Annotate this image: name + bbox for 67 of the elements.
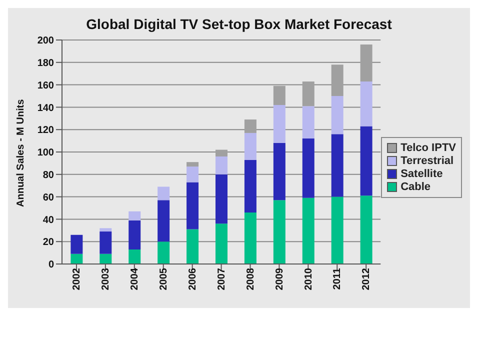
bar	[215, 174, 228, 224]
bar	[273, 86, 286, 105]
y-axis-title: Annual Sales - M Units	[16, 98, 27, 207]
bar	[100, 228, 112, 232]
x-tick-label: 2002	[72, 268, 83, 290]
legend-label: Satellite	[400, 168, 444, 180]
bar	[186, 162, 199, 167]
x-tick-label: 2004	[130, 268, 141, 290]
bar	[128, 211, 141, 220]
bar	[158, 186, 170, 200]
bar	[244, 212, 256, 264]
legend-label: Telco IPTV	[400, 142, 456, 154]
x-tick-label: 2008	[245, 268, 256, 290]
x-tick-label: 2010	[303, 268, 314, 290]
y-tick-label: 20	[42, 237, 54, 248]
bar	[128, 249, 141, 264]
bar	[158, 200, 170, 242]
bar	[302, 106, 314, 139]
y-tick-label: 40	[42, 214, 54, 226]
y-tick-label: 120	[37, 125, 54, 136]
bar	[158, 242, 170, 264]
bar	[331, 196, 344, 264]
y-tick-label: 0	[48, 260, 54, 271]
legend-label: Terrestrial	[400, 154, 455, 166]
bar	[100, 254, 112, 264]
x-tick-label: 2007	[216, 268, 228, 290]
y-tick-label: 100	[37, 148, 54, 159]
bar	[273, 104, 286, 144]
bar	[186, 229, 199, 264]
bar	[244, 120, 256, 133]
bar	[244, 160, 256, 212]
x-tick-label: 2011	[332, 268, 344, 290]
bar	[302, 81, 314, 106]
bar	[215, 150, 228, 156]
bar	[273, 200, 286, 264]
y-tick-label: 80	[42, 170, 54, 181]
y-tick-label: 180	[37, 58, 54, 69]
bar	[100, 232, 112, 254]
bar	[273, 143, 286, 200]
y-tick-label: 200	[37, 36, 54, 47]
bar	[215, 224, 228, 264]
bar	[215, 156, 228, 174]
y-tick-label: 160	[37, 80, 54, 92]
x-tick-label: 2003	[100, 268, 112, 290]
bar	[331, 64, 344, 96]
y-tick-label: 60	[42, 192, 54, 204]
chart-title: Global Digital TV Set-top Box Market Forecast	[85, 15, 393, 32]
bar	[302, 138, 314, 198]
x-tick-label: 2006	[187, 268, 198, 290]
legend-label: Cable	[400, 180, 432, 192]
bar	[360, 196, 372, 264]
bar	[186, 182, 199, 230]
x-tick-label: 2005	[158, 268, 170, 290]
bar	[331, 134, 344, 197]
bar	[360, 81, 372, 126]
bar	[331, 96, 344, 134]
y-tick-label: 140	[37, 102, 54, 114]
bar	[186, 166, 199, 182]
bar	[244, 132, 256, 160]
bar	[360, 44, 372, 82]
bar	[302, 198, 314, 264]
x-tick-label: 2009	[274, 268, 286, 290]
bar	[70, 234, 83, 254]
bar	[70, 254, 83, 264]
bar	[128, 220, 141, 250]
bar	[360, 126, 372, 196]
x-tick-label: 2012	[361, 268, 372, 290]
